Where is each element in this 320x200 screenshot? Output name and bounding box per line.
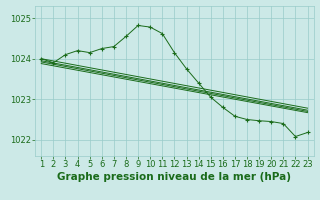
X-axis label: Graphe pression niveau de la mer (hPa): Graphe pression niveau de la mer (hPa): [57, 172, 292, 182]
